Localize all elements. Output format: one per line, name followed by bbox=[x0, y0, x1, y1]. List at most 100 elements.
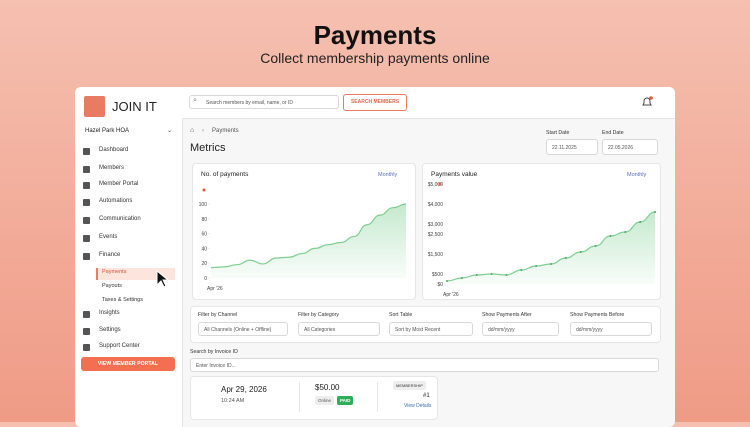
search-input[interactable]: Search members by email, name, or ID bbox=[189, 95, 339, 109]
status-tag: PAID bbox=[337, 396, 354, 405]
bell[interactable] bbox=[641, 96, 653, 108]
nav-item[interactable]: Events bbox=[99, 234, 118, 240]
nav-icon bbox=[83, 235, 90, 242]
y-tick-label: $1,500 bbox=[428, 252, 444, 258]
nav-item[interactable]: Communication bbox=[99, 216, 141, 222]
filter-input[interactable]: dd/mm/yyyy bbox=[570, 322, 652, 336]
nav-item[interactable]: Dashboard bbox=[99, 147, 129, 153]
point bbox=[550, 263, 552, 265]
y-tick-label: $0 bbox=[437, 282, 443, 288]
chevron[interactable]: ⌄ bbox=[167, 128, 173, 134]
start-date[interactable]: 22.11.2025 bbox=[546, 139, 598, 155]
filter-input[interactable]: All Categories bbox=[298, 322, 380, 336]
point bbox=[639, 221, 642, 223]
nav-subitem[interactable]: Payouts bbox=[102, 283, 122, 289]
cursor bbox=[156, 270, 170, 288]
point bbox=[609, 235, 612, 237]
nav-subitem[interactable]: Payments bbox=[102, 269, 127, 275]
chart: Payments value Monthly $0 $500 $1,500 $2,500 $… bbox=[428, 171, 656, 298]
nav-icon bbox=[83, 217, 90, 224]
filter-label: Filter by Category bbox=[298, 312, 339, 318]
category-tag: MEMBERSHIP bbox=[393, 381, 426, 390]
point bbox=[505, 274, 508, 276]
chart-card: Payments value Monthly $0 $500 $1,500 $2,500 $… bbox=[422, 163, 661, 300]
point bbox=[594, 245, 597, 247]
nav-icon bbox=[83, 166, 90, 173]
y-tick-label: 60 bbox=[201, 232, 207, 238]
point bbox=[446, 280, 448, 282]
point bbox=[520, 269, 523, 271]
end-label: End Date bbox=[602, 130, 624, 136]
filter-label: Filter by Channel bbox=[198, 312, 238, 318]
y-tick-label: $5,000 bbox=[428, 182, 444, 188]
nav-icon bbox=[83, 253, 90, 260]
chart-card: No. of payments Monthly 0 20 40 60 80 100 Apr '2… bbox=[192, 163, 416, 300]
filters: Filter by Channel All Channels (Online + … bbox=[190, 306, 661, 343]
y-tick-label: 40 bbox=[201, 246, 207, 252]
heading: Metrics bbox=[190, 142, 226, 154]
nav-item[interactable]: Member Portal bbox=[99, 181, 139, 187]
nav-icon bbox=[83, 182, 90, 189]
point bbox=[535, 265, 538, 267]
invoice-input[interactable]: Enter Invoice ID... bbox=[190, 358, 659, 372]
sidebar: JOIN IT Hazel Park HOA ⌄ VIEW MEMBER POR… bbox=[75, 87, 183, 427]
period-select: Monthly bbox=[378, 172, 398, 178]
filter-label: Show Payments Before bbox=[570, 312, 625, 318]
area bbox=[447, 212, 655, 284]
nav-icon bbox=[83, 148, 90, 155]
point bbox=[564, 257, 567, 259]
breadcrumb[interactable]: Payments bbox=[212, 128, 239, 134]
y-tick-label: 80 bbox=[201, 217, 207, 223]
search-icon: ⌕ bbox=[193, 97, 197, 104]
x-label: Apr '26 bbox=[207, 286, 223, 292]
payment-time: 10:24 AM bbox=[221, 398, 245, 404]
filter-input[interactable]: Sort by Most Recent bbox=[389, 322, 473, 336]
page-title: Payments bbox=[313, 20, 437, 50]
active-bg bbox=[96, 268, 175, 280]
end-date[interactable]: 22.05.2026 bbox=[602, 139, 658, 155]
separator: › bbox=[202, 128, 204, 134]
view-details[interactable]: View Details bbox=[404, 403, 432, 409]
indicator bbox=[202, 188, 206, 192]
nav-item[interactable]: Settings bbox=[99, 327, 121, 333]
invoice-label: Search by Invoice ID bbox=[190, 349, 238, 355]
line bbox=[210, 203, 407, 269]
filter-input[interactable]: All Channels (Online + Offline) bbox=[198, 322, 288, 336]
nav-item[interactable]: Support Center bbox=[99, 343, 140, 349]
payment-date: Apr 29, 2026 bbox=[221, 385, 267, 394]
nav-item[interactable]: Finance bbox=[99, 252, 121, 258]
x-label: Apr '26 bbox=[443, 292, 459, 298]
search-button[interactable]: SEARCH MEMBERS bbox=[343, 94, 407, 111]
y-tick-label: 0 bbox=[204, 276, 207, 282]
nav-icon bbox=[83, 311, 90, 318]
filter-input[interactable]: dd/mm/yyyy bbox=[482, 322, 559, 336]
nav-item[interactable]: Members bbox=[99, 165, 125, 171]
y-tick-label: 100 bbox=[199, 202, 208, 208]
nav-icon bbox=[83, 199, 90, 206]
point bbox=[460, 277, 463, 279]
payment-amount: $50.00 bbox=[315, 383, 340, 392]
chart-title: No. of payments bbox=[201, 171, 249, 178]
nav-item[interactable]: Automations bbox=[99, 198, 133, 204]
nav-icon bbox=[83, 344, 90, 351]
nav-subitem[interactable]: Taxes & Settings bbox=[102, 297, 143, 303]
home-icon[interactable]: ⌂ bbox=[190, 127, 195, 134]
chart-title: Payments value bbox=[431, 171, 478, 178]
divider bbox=[377, 382, 378, 412]
point bbox=[490, 273, 493, 275]
filter-label: Sort Table bbox=[389, 312, 413, 318]
point bbox=[624, 231, 627, 233]
payment-number: #1 bbox=[423, 393, 430, 399]
y-tick-label: $500 bbox=[432, 272, 443, 278]
nav-item[interactable]: Insights bbox=[99, 310, 120, 316]
payment-card[interactable]: Apr 29, 2026 10:24 AM $50.00 Online PAID… bbox=[190, 376, 438, 420]
app-window: JOIN IT Hazel Park HOA ⌄ VIEW MEMBER POR… bbox=[75, 87, 675, 427]
org-name[interactable]: Hazel Park HOA bbox=[85, 128, 130, 134]
indicator bbox=[438, 182, 442, 186]
period-select: Monthly bbox=[627, 172, 647, 178]
area bbox=[211, 204, 406, 278]
portal-button[interactable]: VIEW MEMBER PORTAL bbox=[81, 357, 175, 371]
point bbox=[579, 251, 582, 253]
divider bbox=[299, 382, 300, 412]
